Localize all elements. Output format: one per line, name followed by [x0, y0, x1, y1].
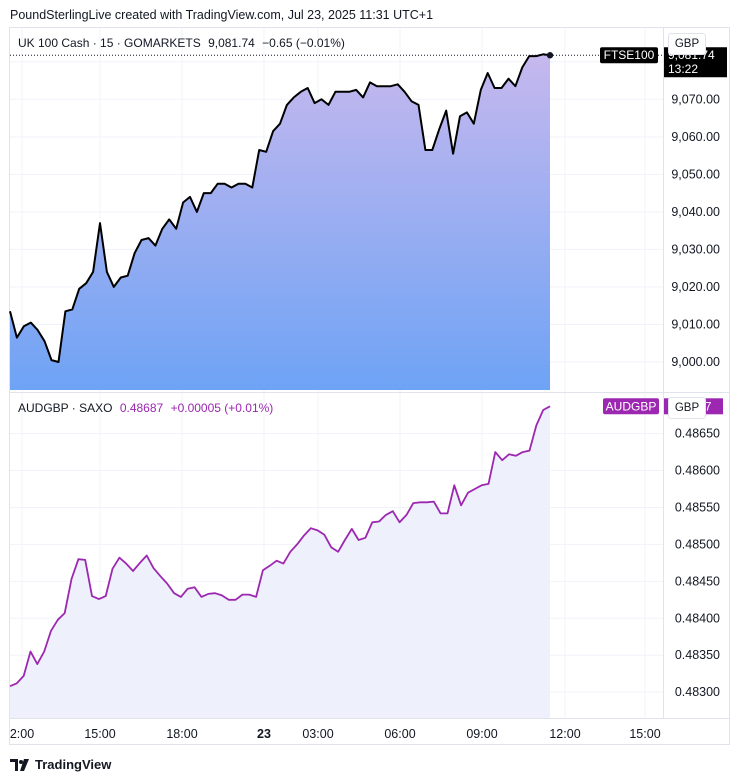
aud-currency-button[interactable]: GBP	[668, 397, 706, 419]
price-tick-label: 9,000.00	[671, 355, 720, 369]
ftse-currency-button[interactable]: GBP	[668, 33, 706, 55]
ftse-symbol-tag	[600, 47, 658, 64]
price-tick-label: 0.48350	[675, 648, 720, 662]
price-tick-label: 9,050.00	[671, 167, 720, 181]
ftse-symbol-tag-label: FTSE100	[604, 48, 655, 62]
time-tick-label: 09:00	[466, 727, 497, 741]
ftse-change: −0.65 (−0.01%)	[262, 36, 345, 50]
ftse-last-point	[546, 52, 554, 59]
aud-last: 0.48687	[119, 401, 164, 415]
aud-symbol: AUDGBP · SAXO	[18, 401, 113, 415]
time-tick-label: 06:00	[384, 727, 415, 741]
time-tick-label: 2:00	[10, 727, 34, 741]
ftse-symbol: UK 100 Cash · 15 · GOMARKETS	[18, 36, 201, 50]
price-tick-label: 0.48600	[675, 464, 720, 478]
price-tick-label: 9,020.00	[671, 280, 720, 294]
ftse-legend[interactable]: UK 100 Cash · 15 · GOMARKETS 9,081.74 −0…	[18, 36, 345, 50]
tradingview-logo-icon	[10, 758, 29, 771]
price-tick-label: 9,030.00	[671, 242, 720, 256]
ftse-area-fill	[10, 54, 550, 391]
attribution-text: PoundSterlingLive created with TradingVi…	[10, 8, 434, 22]
price-tick-label: 9,060.00	[671, 130, 720, 144]
time-tick-label: 23	[257, 727, 271, 741]
time-axis-divider	[9, 718, 730, 719]
price-tick-label: 0.48300	[675, 685, 720, 699]
time-tick-label: 18:00	[166, 727, 197, 741]
aud-legend[interactable]: AUDGBP · SAXO 0.48687 +0.00005 (+0.01%)	[18, 401, 273, 415]
tradingview-brand-label: TradingView	[35, 757, 112, 772]
price-tick-label: 9,070.00	[671, 92, 720, 106]
price-tick-label: 0.48400	[675, 611, 720, 625]
pane-divider[interactable]	[9, 392, 730, 393]
price-tick-label: 0.48650	[675, 427, 720, 441]
chart-frame	[9, 27, 730, 745]
time-tick-label: 15:00	[629, 727, 660, 741]
ftse-series-line	[9, 53, 551, 363]
time-tick-label: 12:00	[549, 727, 580, 741]
time-axis: 2:00 15:00 18:00 23 03:00 06:00 09:00 12:00 15:0…	[10, 727, 661, 741]
price-axis-divider	[663, 27, 664, 719]
price-axes: 9,000.00 9,010.00 9,020.00 9,030.00 9,040.00…	[671, 55, 720, 699]
price-tick-label: 0.48500	[675, 537, 720, 551]
time-tick-label: 15:00	[84, 727, 115, 741]
price-tick-label: 9,010.00	[671, 317, 720, 331]
tradingview-brand[interactable]: TradingView	[10, 757, 111, 772]
ftse-last: 9,081.74	[208, 36, 255, 50]
price-tick-label: 9,040.00	[671, 205, 720, 219]
aud-series-line	[9, 405, 551, 688]
aud-symbol-tag	[603, 398, 659, 415]
series-layer	[9, 52, 663, 718]
aud-symbol-tag-label: AUDGBP	[606, 399, 657, 413]
price-tick-label: 0.48450	[675, 574, 720, 588]
ftse-price-countdown: 13:22	[668, 62, 698, 76]
time-tick-label: 03:00	[302, 727, 333, 741]
price-tick-label: 0.48550	[675, 500, 720, 514]
aud-change: +0.00005 (+0.01%)	[170, 401, 274, 415]
